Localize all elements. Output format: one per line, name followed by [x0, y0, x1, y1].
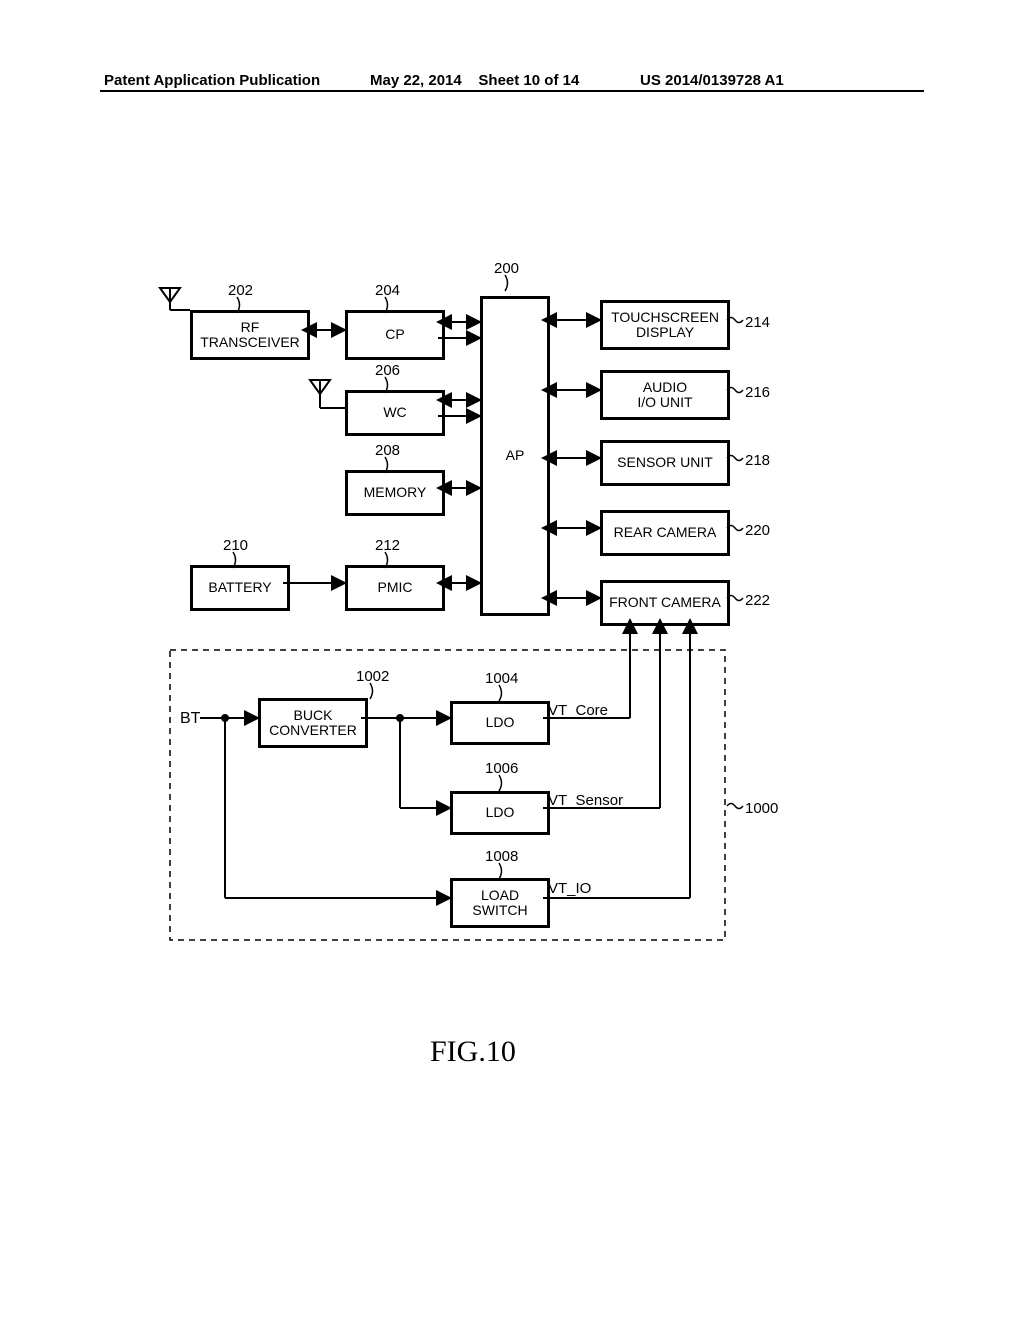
ap-block: AP — [480, 296, 550, 616]
header-date: May 22, 2014 Sheet 10 of 14 — [370, 72, 579, 89]
wc-label: WC — [383, 405, 406, 420]
figure-caption: FIG.10 — [430, 1035, 516, 1069]
vtcore-label: VT_Core — [548, 702, 608, 719]
header-docnum: US 2014/0139728 A1 — [640, 72, 784, 89]
frontcam-block: FRONT CAMERA — [600, 580, 730, 626]
audio-label: AUDIO I/O UNIT — [637, 380, 692, 411]
memory-label: MEMORY — [364, 485, 427, 500]
group-ref: 1000 — [745, 800, 778, 817]
rf-block: RF TRANSCEIVER — [190, 310, 310, 360]
pmic-label: PMIC — [378, 580, 413, 595]
frontcam-ref: 222 — [745, 592, 770, 609]
wc-ref: 206 — [375, 362, 400, 379]
buck-block: BUCK CONVERTER — [258, 698, 368, 748]
cp-block: CP — [345, 310, 445, 360]
frontcam-label: FRONT CAMERA — [609, 595, 721, 610]
touchscreen-block: TOUCHSCREEN DISPLAY — [600, 300, 730, 350]
header-date-text: May 22, 2014 — [370, 72, 462, 89]
vtio-label: VT_IO — [548, 880, 591, 897]
audio-ref: 216 — [745, 384, 770, 401]
rearcam-block: REAR CAMERA — [600, 510, 730, 556]
bt-label: BT — [180, 710, 200, 728]
ldo1-ref: 1004 — [485, 670, 518, 687]
audio-block: AUDIO I/O UNIT — [600, 370, 730, 420]
rearcam-ref: 220 — [745, 522, 770, 539]
diagram-area: AP 200 RF TRANSCEIVER 202 CP 204 WC 206 … — [150, 250, 874, 1050]
header-publication: Patent Application Publication — [104, 72, 320, 89]
battery-label: BATTERY — [208, 580, 271, 595]
touchscreen-label: TOUCHSCREEN DISPLAY — [611, 310, 719, 341]
ldo1-block: LDO — [450, 701, 550, 745]
memory-ref: 208 — [375, 442, 400, 459]
header-divider — [100, 90, 924, 92]
loadswitch-label: LOAD SWITCH — [472, 888, 527, 919]
vtsensor-label: VT_Sensor — [548, 792, 623, 809]
pmic-block: PMIC — [345, 565, 445, 611]
cp-ref: 204 — [375, 282, 400, 299]
ldo2-ref: 1006 — [485, 760, 518, 777]
rf-ref: 202 — [228, 282, 253, 299]
sensor-block: SENSOR UNIT — [600, 440, 730, 486]
battery-block: BATTERY — [190, 565, 290, 611]
battery-ref: 210 — [223, 537, 248, 554]
wc-block: WC — [345, 390, 445, 436]
ldo1-label: LDO — [486, 715, 515, 730]
ap-label: AP — [506, 448, 525, 463]
loadswitch-block: LOAD SWITCH — [450, 878, 550, 928]
header-sheet-text: Sheet 10 of 14 — [478, 72, 579, 89]
sensor-label: SENSOR UNIT — [617, 455, 713, 470]
buck-label: BUCK CONVERTER — [269, 708, 357, 739]
memory-block: MEMORY — [345, 470, 445, 516]
ap-ref: 200 — [494, 260, 519, 277]
rf-label: RF TRANSCEIVER — [200, 320, 300, 351]
ldo2-block: LDO — [450, 791, 550, 835]
rearcam-label: REAR CAMERA — [614, 525, 717, 540]
cp-label: CP — [385, 327, 404, 342]
touchscreen-ref: 214 — [745, 314, 770, 331]
sensor-ref: 218 — [745, 452, 770, 469]
ldo2-label: LDO — [486, 805, 515, 820]
buck-ref: 1002 — [356, 668, 389, 685]
pmic-ref: 212 — [375, 537, 400, 554]
loadswitch-ref: 1008 — [485, 848, 518, 865]
